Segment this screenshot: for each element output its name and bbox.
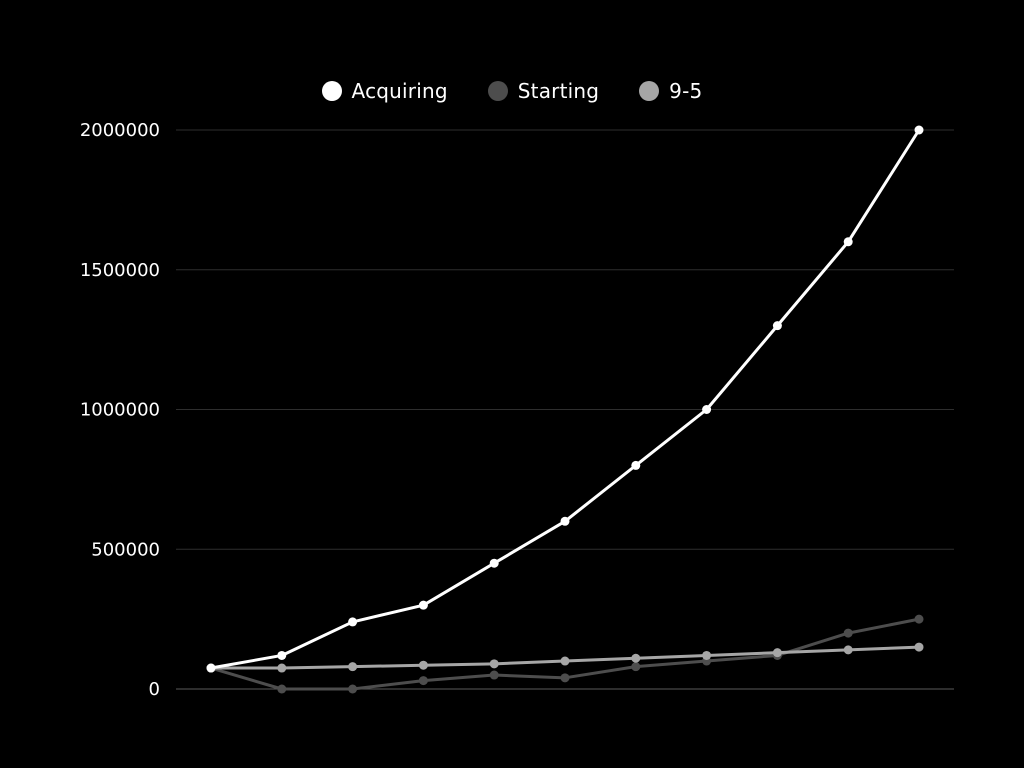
- data-point-acquiring[interactable]: [489, 558, 499, 568]
- legend-item-acquiring[interactable]: Acquiring: [321, 79, 448, 103]
- series-line-acquiring: [209, 128, 921, 670]
- data-point-starting[interactable]: [418, 676, 428, 686]
- series-9-5: [206, 642, 924, 673]
- y-axis-ticks: 0 500000 1000000 1500000 2000000: [80, 120, 160, 700]
- data-point-starting[interactable]: [914, 614, 924, 624]
- data-point-9-5[interactable]: [843, 645, 853, 655]
- series-starting: [206, 614, 924, 694]
- legend-item-starting[interactable]: Starting: [487, 79, 600, 103]
- data-point-acquiring[interactable]: [702, 405, 712, 414]
- data-point-acquiring[interactable]: [277, 650, 287, 660]
- data-point-starting[interactable]: [631, 662, 641, 672]
- y-tick-label: 2000000: [80, 120, 160, 141]
- legend-swatch-9-5: [639, 81, 660, 101]
- data-point-starting[interactable]: [560, 673, 570, 683]
- data-point-9-5[interactable]: [418, 660, 428, 670]
- legend-item-9-5[interactable]: 9-5: [639, 79, 702, 103]
- legend-label-starting: Starting: [517, 79, 600, 103]
- data-point-acquiring[interactable]: [560, 516, 570, 526]
- data-point-9-5[interactable]: [348, 662, 358, 672]
- legend-swatch-starting: [487, 81, 508, 101]
- data-point-9-5[interactable]: [914, 642, 924, 652]
- data-point-starting[interactable]: [277, 684, 287, 694]
- data-point-starting[interactable]: [489, 670, 499, 680]
- y-tick-label: 1000000: [80, 400, 160, 421]
- legend: Acquiring Starting 9-5: [0, 76, 1024, 106]
- data-point-acquiring[interactable]: [348, 617, 358, 627]
- y-tick-label: 1500000: [80, 260, 160, 281]
- y-tick-label: 0: [149, 679, 160, 700]
- data-point-starting[interactable]: [348, 684, 358, 694]
- legend-label-acquiring: Acquiring: [351, 79, 448, 103]
- legend-label-9-5: 9-5: [669, 79, 703, 103]
- data-point-acquiring[interactable]: [843, 237, 853, 247]
- data-point-acquiring[interactable]: [418, 600, 428, 610]
- series-acquiring: [206, 125, 924, 673]
- data-point-starting[interactable]: [843, 628, 853, 638]
- data-point-9-5[interactable]: [631, 653, 641, 663]
- grid-layer: [176, 129, 954, 690]
- data-point-9-5[interactable]: [702, 650, 712, 660]
- data-point-acquiring[interactable]: [631, 460, 641, 470]
- data-point-9-5[interactable]: [560, 656, 570, 666]
- y-tick-label: 500000: [91, 539, 160, 560]
- data-point-9-5[interactable]: [277, 663, 287, 673]
- data-point-acquiring[interactable]: [914, 125, 924, 135]
- data-point-9-5[interactable]: [489, 659, 499, 669]
- series-layer: [206, 125, 924, 694]
- legend-swatch-acquiring: [321, 81, 342, 101]
- data-point-9-5[interactable]: [772, 648, 782, 658]
- data-point-acquiring[interactable]: [206, 663, 216, 673]
- data-point-acquiring[interactable]: [772, 321, 782, 331]
